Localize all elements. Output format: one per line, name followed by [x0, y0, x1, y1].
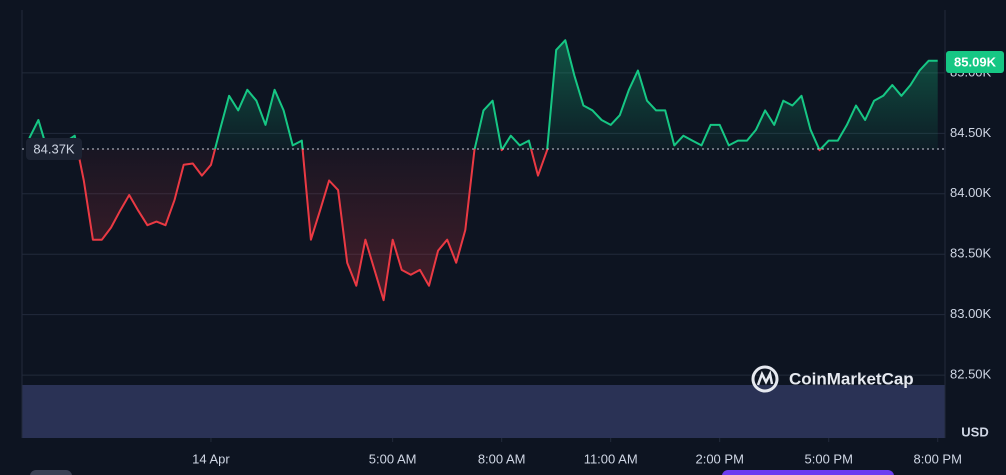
- y-tick-label: 84.00K: [950, 185, 992, 200]
- x-tick-label: 5:00 AM: [369, 451, 417, 466]
- price-label: 85.09K: [954, 54, 997, 69]
- baseline-badge: [26, 138, 82, 161]
- y-tick-label: 83.00K: [950, 306, 992, 321]
- price-line: [28, 39, 938, 302]
- volume-area: [22, 385, 945, 438]
- price-area: [29, 40, 938, 301]
- brand-logo: [751, 365, 779, 393]
- x-tick-label: 5:00 PM: [805, 451, 853, 466]
- brand-name: CoinMarketCap: [789, 369, 914, 388]
- x-tick-label: 11:00 AM: [584, 451, 638, 466]
- x-tick-label: 8:00 PM: [914, 451, 962, 466]
- control-pill[interactable]: [30, 470, 72, 475]
- price-badge: [946, 50, 1004, 73]
- baseline-label: 84.37K: [33, 141, 75, 156]
- plot-area: [22, 10, 945, 438]
- y-tick-label: 83.50K: [950, 246, 992, 261]
- x-tick-label: 8:00 AM: [478, 451, 526, 466]
- currency-label: USD: [961, 424, 988, 439]
- y-tick-label: 82.50K: [950, 367, 992, 382]
- x-tick-label: 2:00 PM: [695, 451, 743, 466]
- y-tick-label: 84.50K: [950, 125, 992, 140]
- control-pill[interactable]: [722, 470, 894, 475]
- x-tick-label: 14 Apr: [192, 451, 230, 466]
- brand-logo-mark: [756, 370, 774, 386]
- brand: CoinMarketCap: [751, 365, 914, 393]
